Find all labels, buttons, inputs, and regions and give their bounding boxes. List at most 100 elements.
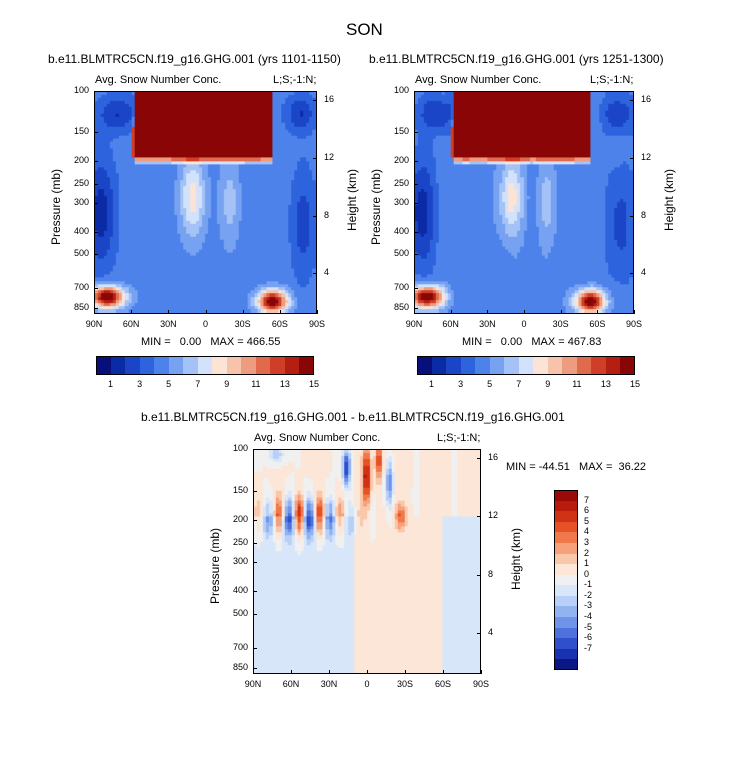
y2-tick-label: 8 bbox=[641, 209, 647, 220]
colorbar-swatch bbox=[154, 356, 170, 375]
colorbar-swatch bbox=[270, 356, 286, 375]
y-tick-label: 250 bbox=[393, 177, 409, 188]
colorbar-swatch bbox=[431, 356, 447, 375]
y2-tick-mark bbox=[477, 516, 481, 518]
y2-tick-mark bbox=[477, 574, 481, 576]
colorbar-swatch bbox=[562, 356, 578, 375]
heatmap-left bbox=[94, 91, 317, 314]
colorbar-swatch bbox=[284, 356, 300, 375]
colorbar-label: 3 bbox=[584, 536, 590, 547]
colorbar-swatch bbox=[554, 638, 578, 650]
y-tick-label: 100 bbox=[393, 85, 409, 95]
right-string: L;S;-1:N; bbox=[273, 74, 317, 86]
x-tick-mark bbox=[242, 310, 244, 314]
left-string: Avg. Snow Number Conc. bbox=[254, 432, 381, 444]
right-string: L;S;-1:N; bbox=[590, 74, 634, 86]
colorbar-label: 6 bbox=[584, 505, 590, 516]
x-tick-mark bbox=[367, 670, 368, 674]
x-tick-label: 60N bbox=[122, 319, 140, 329]
colorbar-label: 3 bbox=[458, 379, 464, 389]
y-tick-label: 400 bbox=[73, 225, 89, 236]
colorbar-swatch bbox=[299, 356, 315, 375]
y-tick-mark bbox=[414, 202, 418, 204]
colorbar-swatch bbox=[197, 356, 213, 375]
y-tick-mark bbox=[414, 231, 418, 233]
x-tick-label: 60N bbox=[442, 319, 459, 329]
x-tick-mark bbox=[94, 310, 95, 314]
y2-tick-mark bbox=[313, 273, 317, 275]
x-tick-mark bbox=[279, 310, 281, 314]
colorbar-label: -5 bbox=[584, 621, 593, 632]
y2-axis-label: Height (km) bbox=[662, 168, 676, 231]
y-tick-label: 700 bbox=[393, 282, 409, 293]
x-tick-label: 30N bbox=[160, 319, 177, 329]
y-tick-label: 150 bbox=[73, 126, 89, 137]
colorbar-label: 1 bbox=[108, 379, 114, 389]
x-tick-label: 30N bbox=[320, 679, 338, 689]
plot-title: b.e11.BLMTRC5CN.f19_g16.GHG.001 (yrs 110… bbox=[48, 52, 341, 66]
colorbar-swatch bbox=[554, 521, 578, 533]
x-tick-label: 90N bbox=[405, 319, 423, 329]
y-tick-mark bbox=[253, 668, 257, 670]
y-tick-mark bbox=[414, 91, 418, 92]
colorbar-frame bbox=[554, 490, 578, 670]
y2-tick-mark bbox=[313, 215, 317, 217]
colorbar-swatch bbox=[255, 356, 271, 375]
colorbar-swatch bbox=[183, 356, 199, 375]
colorbar-swatch bbox=[554, 532, 578, 544]
diff-panel-title: b.e11.BLMTRC5CN.f19_g16.GHG.001 - b.e11.… bbox=[141, 410, 565, 424]
colorbar-swatch bbox=[518, 356, 534, 375]
y2-axis-label: Height (km) bbox=[509, 527, 523, 590]
colorbar-swatch bbox=[605, 356, 621, 375]
y-tick-mark bbox=[414, 254, 418, 256]
colorbar-label: 15 bbox=[629, 379, 640, 389]
left-string: Avg. Snow Number Conc. bbox=[95, 74, 222, 86]
y2-tick-label: 8 bbox=[488, 568, 494, 579]
colorbar-swatch bbox=[168, 356, 184, 375]
y-tick-mark bbox=[94, 91, 98, 92]
x-tick-label: 0 bbox=[364, 679, 370, 689]
colorbar-label: 5 bbox=[487, 379, 493, 389]
colorbar-label: 15 bbox=[308, 379, 319, 389]
x-tick-label: 60S bbox=[589, 319, 606, 329]
y2-tick-label: 16 bbox=[641, 93, 652, 104]
x-tick-label: 30S bbox=[552, 319, 569, 329]
heatmap-diff bbox=[253, 449, 481, 674]
y2-tick-label: 4 bbox=[488, 627, 494, 638]
x-tick-mark bbox=[487, 310, 489, 314]
colorbar-swatch bbox=[554, 585, 578, 597]
y2-tick-mark bbox=[313, 99, 317, 101]
y-tick-label: 500 bbox=[232, 607, 248, 618]
colorbar-label: -2 bbox=[584, 589, 593, 600]
colorbar-label: -6 bbox=[584, 632, 593, 643]
colorbar-swatch bbox=[554, 606, 578, 618]
colorbar-swatch bbox=[554, 659, 578, 671]
colorbar-swatch bbox=[460, 356, 476, 375]
x-tick-mark bbox=[443, 670, 444, 674]
colorbar-label: 13 bbox=[279, 379, 290, 389]
colorbar-label: 7 bbox=[195, 379, 201, 389]
y2-tick-mark bbox=[630, 215, 634, 217]
colorbar-swatch bbox=[554, 490, 578, 502]
x-tick-label: 30S bbox=[234, 319, 251, 329]
colorbar-swatch bbox=[475, 356, 491, 375]
y-tick-label: 200 bbox=[73, 155, 89, 166]
y-tick-mark bbox=[253, 519, 257, 521]
y2-tick-mark bbox=[630, 157, 634, 159]
y-tick-label: 500 bbox=[393, 248, 409, 259]
colorbar-label: 1 bbox=[429, 379, 435, 389]
colorbar-swatch bbox=[576, 356, 592, 375]
y-axis-label: Pressure (mb) bbox=[208, 527, 222, 604]
colorbar-label: 9 bbox=[224, 379, 230, 389]
y-tick-mark bbox=[94, 288, 98, 290]
colorbar-swatch bbox=[547, 356, 563, 375]
y2-tick-label: 4 bbox=[641, 267, 647, 278]
y-tick-mark bbox=[253, 590, 257, 592]
y2-tick-label: 4 bbox=[324, 267, 330, 278]
colorbar-label: -4 bbox=[584, 611, 593, 622]
y-tick-label: 300 bbox=[73, 196, 89, 207]
x-tick-mark bbox=[450, 310, 452, 314]
min-max-label: MIN = 0.00 MAX = 466.55 bbox=[141, 336, 281, 348]
colorbar-swatch bbox=[241, 356, 257, 375]
y-tick-mark bbox=[414, 161, 418, 163]
